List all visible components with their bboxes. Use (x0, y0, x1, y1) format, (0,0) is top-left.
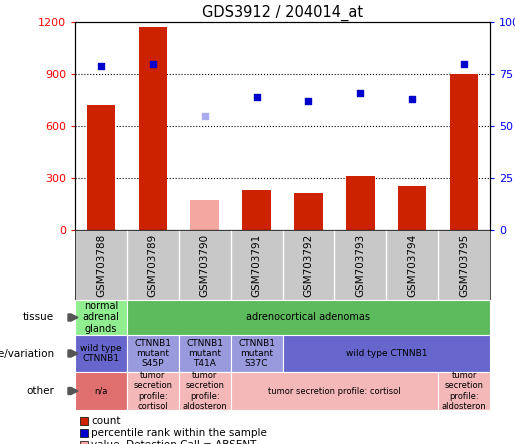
Text: other: other (26, 386, 54, 396)
Bar (231, 335, 283, 372)
Text: GSM703793: GSM703793 (355, 234, 365, 297)
Text: genotype/variation: genotype/variation (0, 349, 54, 358)
Text: GSM703792: GSM703792 (303, 234, 314, 297)
Text: value, Detection Call = ABSENT: value, Detection Call = ABSENT (91, 440, 256, 444)
Bar (346, 176, 374, 230)
Bar (127, 372, 179, 410)
Text: CTNNB1
mutant
T41A: CTNNB1 mutant T41A (186, 339, 223, 369)
Bar (283, 335, 490, 372)
Text: tumor
secretion
profile:
cortisol: tumor secretion profile: cortisol (133, 371, 173, 411)
Point (304, 98, 313, 105)
Bar (242, 190, 271, 230)
Bar (438, 372, 490, 410)
Text: tissue: tissue (23, 313, 54, 322)
Text: tumor secretion profile: cortisol: tumor secretion profile: cortisol (268, 386, 401, 396)
Point (97, 62, 105, 69)
Text: n/a: n/a (94, 386, 108, 396)
Text: GSM703795: GSM703795 (459, 234, 469, 297)
Text: CTNNB1
mutant
S37C: CTNNB1 mutant S37C (238, 339, 275, 369)
Text: GSM703789: GSM703789 (148, 234, 158, 297)
Bar (75, 300, 127, 335)
Bar (398, 186, 426, 230)
Point (356, 89, 365, 96)
Bar (87, 105, 115, 230)
Bar (179, 335, 231, 372)
Bar (139, 27, 167, 230)
Text: count: count (91, 416, 121, 426)
Title: GDS3912 / 204014_at: GDS3912 / 204014_at (202, 4, 363, 21)
Text: GSM703794: GSM703794 (407, 234, 417, 297)
Text: GSM703788: GSM703788 (96, 234, 106, 297)
Text: wild type
CTNNB1: wild type CTNNB1 (80, 344, 122, 363)
Bar (127, 335, 179, 372)
Point (200, 112, 209, 119)
Bar (75, 372, 127, 410)
Point (460, 60, 468, 67)
Text: GSM703790: GSM703790 (200, 234, 210, 297)
Text: tumor
secretion
profile:
aldosteron: tumor secretion profile: aldosteron (442, 371, 487, 411)
Bar (294, 193, 323, 230)
Text: wild type CTNNB1: wild type CTNNB1 (346, 349, 427, 358)
Text: GSM703791: GSM703791 (251, 234, 262, 297)
Bar (191, 200, 219, 230)
Point (252, 93, 261, 100)
Bar (450, 74, 478, 230)
Text: CTNNB1
mutant
S45P: CTNNB1 mutant S45P (134, 339, 171, 369)
Bar (75, 335, 127, 372)
Point (149, 60, 157, 67)
Text: tumor
secretion
profile:
aldosteron: tumor secretion profile: aldosteron (182, 371, 227, 411)
Text: adrenocortical adenomas: adrenocortical adenomas (247, 313, 370, 322)
Text: normal
adrenal
glands: normal adrenal glands (82, 301, 119, 334)
Bar (127, 300, 490, 335)
Point (408, 95, 416, 103)
Bar (231, 372, 438, 410)
Bar (179, 372, 231, 410)
Text: percentile rank within the sample: percentile rank within the sample (91, 428, 267, 438)
